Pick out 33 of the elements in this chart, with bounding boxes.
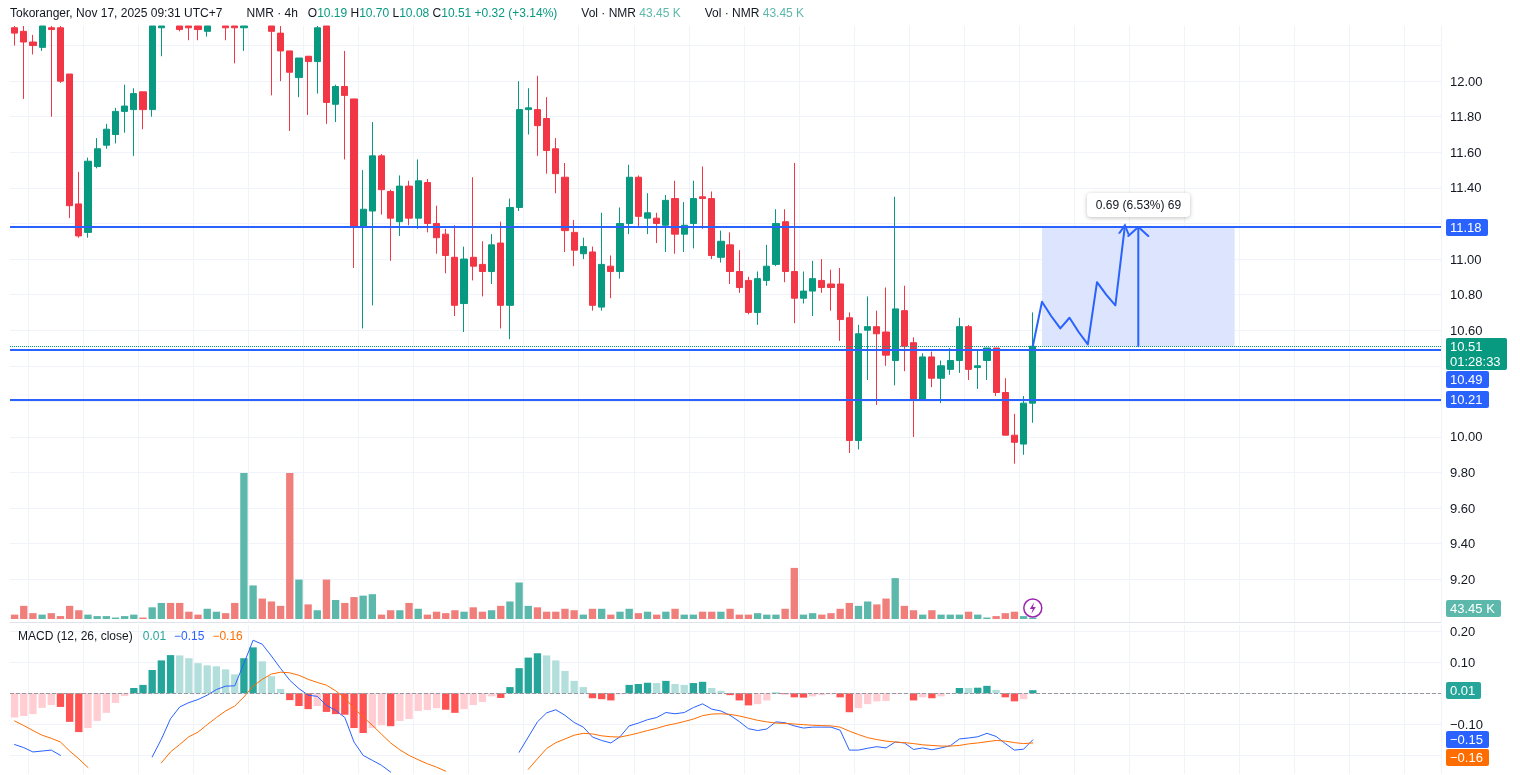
y-tick-label: 0.10: [1450, 654, 1476, 670]
y-tick-label: 11.00: [1450, 251, 1482, 267]
y-tick-label: 11.60: [1450, 144, 1482, 160]
annotation: 0.01: [142, 629, 167, 643]
text: Tokoranger, Nov 17, 2025 09:31 UTC+7: [10, 6, 223, 20]
text: 43.45 K: [1446, 600, 1501, 617]
ref-line-label: 11.18: [1446, 218, 1488, 236]
y-tick-label: 0.20: [1450, 623, 1476, 639]
y-tick-label: 9.80: [1450, 465, 1476, 481]
chart-subtitle: O10.19 H10.70 L10.08 C10.51 +0.32 (+3.14%): [307, 6, 558, 20]
text: Vol · NMR 43.45 K: [704, 6, 805, 20]
y-tick-label: 10.80: [1450, 287, 1483, 303]
y-tick-label: 10.60: [1450, 322, 1483, 338]
text: −0.16: [1446, 749, 1489, 767]
y-tick-label: 9.40: [1450, 536, 1476, 552]
y-tick-label: 9.60: [1450, 500, 1476, 516]
chart-title: MACD (12, 26, close): [18, 629, 133, 643]
annotation: −0.16: [212, 629, 244, 643]
y-tick-label: −0.10: [1450, 716, 1483, 732]
text: Vol · NMR 43.45 K: [581, 6, 681, 20]
annotation: −0.15: [174, 629, 205, 643]
band-label: 0.69 (6.53%) 69: [1086, 193, 1191, 218]
ref-line-label: 10.51 01:28:33: [1446, 337, 1507, 370]
y-tick-label: 11.40: [1450, 180, 1482, 196]
ref-line-label: 10.49: [1446, 370, 1489, 388]
text: −0.15: [1446, 731, 1489, 749]
y-tick-label: 9.20: [1450, 571, 1476, 587]
chart-title: NMR · 4h: [246, 6, 298, 20]
y-tick-label: 10.00: [1450, 429, 1483, 445]
ref-line-label: 10.21: [1446, 391, 1489, 409]
y-tick-label: 12.00: [1450, 73, 1483, 89]
text: 0.01: [1446, 681, 1482, 699]
y-tick-label: 11.80: [1450, 109, 1482, 125]
